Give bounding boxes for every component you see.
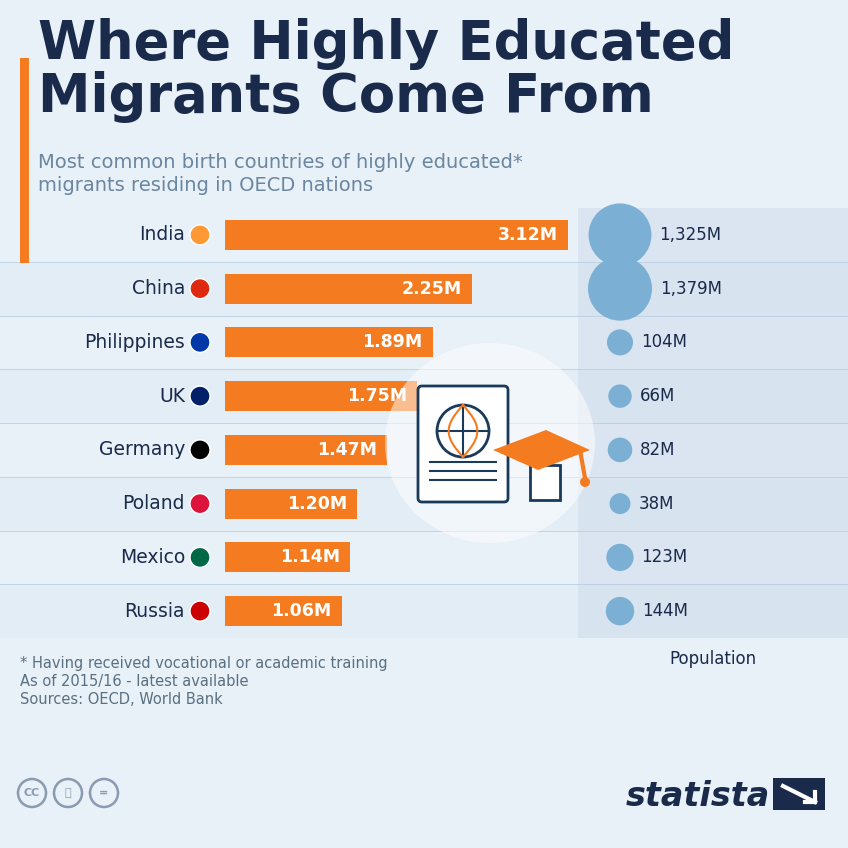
Circle shape [588, 257, 652, 321]
Circle shape [190, 386, 210, 406]
Text: 1.14M: 1.14M [280, 549, 340, 566]
FancyBboxPatch shape [530, 465, 560, 500]
Circle shape [608, 384, 632, 408]
FancyBboxPatch shape [225, 488, 357, 519]
Text: 123M: 123M [642, 549, 688, 566]
Text: UK: UK [159, 387, 185, 405]
Text: 3.12M: 3.12M [498, 226, 558, 244]
Text: 1.89M: 1.89M [363, 333, 423, 351]
Text: Migrants Come From: Migrants Come From [38, 71, 654, 123]
Circle shape [607, 329, 633, 355]
Text: Population: Population [669, 650, 756, 668]
FancyBboxPatch shape [0, 584, 848, 638]
Circle shape [190, 279, 210, 298]
Text: Germany: Germany [98, 440, 185, 460]
FancyBboxPatch shape [578, 208, 848, 638]
Text: =: = [99, 788, 109, 798]
Circle shape [190, 440, 210, 460]
FancyBboxPatch shape [0, 262, 848, 315]
Text: statista: statista [626, 779, 770, 812]
Text: 38M: 38M [639, 494, 674, 513]
Text: Sources: OECD, World Bank: Sources: OECD, World Bank [20, 692, 223, 707]
FancyBboxPatch shape [225, 596, 342, 626]
Circle shape [190, 547, 210, 567]
Text: Mexico: Mexico [120, 548, 185, 566]
FancyBboxPatch shape [0, 369, 848, 423]
FancyBboxPatch shape [225, 381, 417, 411]
Text: Where Highly Educated: Where Highly Educated [38, 18, 734, 70]
Text: 82M: 82M [640, 441, 676, 459]
Text: 66M: 66M [639, 388, 675, 405]
Circle shape [190, 494, 210, 514]
Text: 1.20M: 1.20M [287, 494, 347, 513]
Circle shape [605, 597, 634, 625]
Circle shape [190, 332, 210, 353]
Circle shape [589, 204, 651, 266]
Text: * Having received vocational or academic training: * Having received vocational or academic… [20, 656, 388, 671]
Text: 144M: 144M [642, 602, 689, 620]
Circle shape [580, 477, 590, 487]
Text: As of 2015/16 - latest available: As of 2015/16 - latest available [20, 674, 248, 689]
Text: Poland: Poland [122, 494, 185, 513]
Text: ⓘ: ⓘ [64, 788, 71, 798]
Text: Most common birth countries of highly educated*: Most common birth countries of highly ed… [38, 153, 522, 172]
FancyBboxPatch shape [225, 220, 568, 250]
FancyBboxPatch shape [225, 274, 472, 304]
Text: China: China [131, 279, 185, 298]
Text: Russia: Russia [125, 601, 185, 621]
Text: 104M: 104M [641, 333, 687, 351]
Text: CC: CC [24, 788, 40, 798]
Polygon shape [493, 430, 590, 470]
Text: 1.06M: 1.06M [271, 602, 332, 620]
Text: 2.25M: 2.25M [402, 280, 462, 298]
FancyBboxPatch shape [225, 543, 350, 572]
Text: India: India [139, 226, 185, 244]
Circle shape [190, 225, 210, 245]
Circle shape [190, 601, 210, 621]
Text: 1.47M: 1.47M [316, 441, 377, 459]
Text: 1,325M: 1,325M [660, 226, 722, 244]
Circle shape [608, 438, 633, 462]
Text: 1,379M: 1,379M [660, 280, 722, 298]
FancyBboxPatch shape [418, 386, 508, 502]
Text: Philippines: Philippines [84, 333, 185, 352]
FancyBboxPatch shape [20, 58, 29, 263]
Circle shape [606, 544, 633, 571]
Text: migrants residing in OECD nations: migrants residing in OECD nations [38, 176, 373, 195]
FancyBboxPatch shape [225, 327, 432, 357]
Ellipse shape [385, 343, 595, 543]
Circle shape [610, 494, 630, 514]
FancyBboxPatch shape [773, 778, 825, 810]
FancyBboxPatch shape [225, 435, 387, 465]
Text: 1.75M: 1.75M [348, 388, 407, 405]
FancyBboxPatch shape [0, 477, 848, 531]
